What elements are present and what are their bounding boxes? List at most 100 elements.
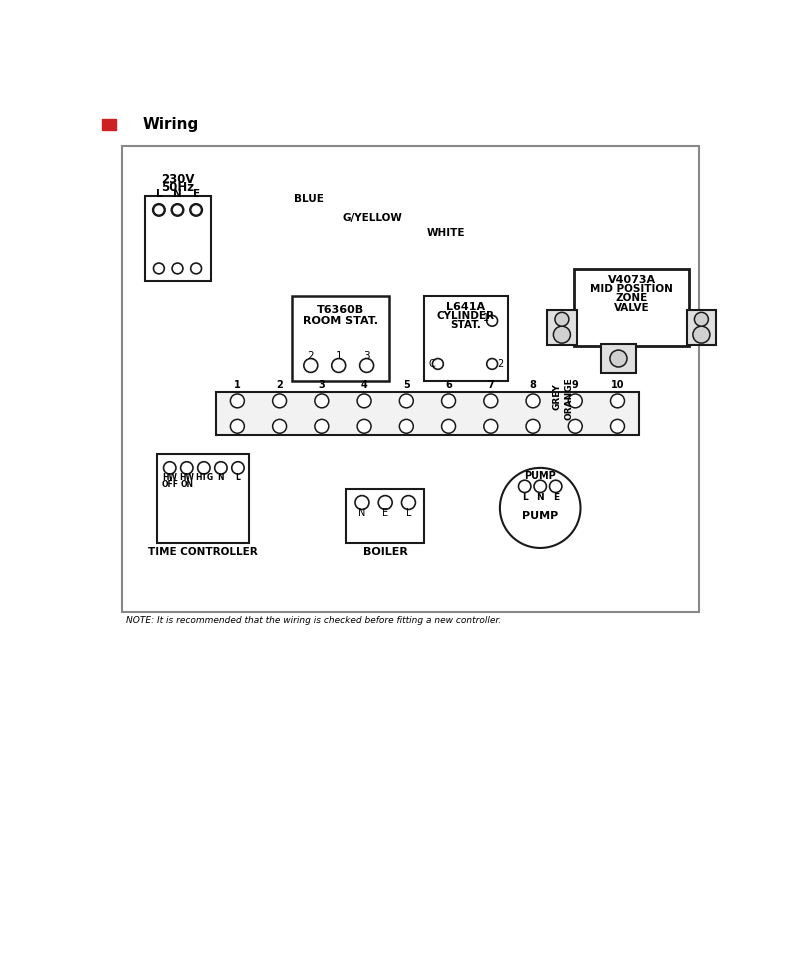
Text: BLUE: BLUE	[294, 195, 324, 204]
Text: CYLINDER: CYLINDER	[437, 311, 494, 321]
Circle shape	[172, 263, 183, 273]
Text: OFF: OFF	[162, 481, 178, 489]
Bar	[686, 310, 716, 344]
Text: 3: 3	[318, 380, 326, 390]
Circle shape	[190, 204, 202, 215]
Text: ON: ON	[180, 481, 194, 489]
Text: VALVE: VALVE	[614, 303, 650, 312]
Text: 6: 6	[445, 380, 452, 390]
Circle shape	[610, 350, 627, 367]
Text: TIME CONTROLLER: TIME CONTROLLER	[148, 547, 258, 557]
Text: 2: 2	[497, 359, 503, 369]
Circle shape	[154, 204, 164, 215]
Circle shape	[154, 263, 164, 273]
Text: ZONE: ZONE	[615, 294, 648, 304]
Circle shape	[568, 394, 582, 408]
Text: BOILER: BOILER	[362, 547, 408, 557]
Text: N: N	[218, 474, 224, 483]
Text: 9: 9	[572, 380, 578, 390]
Text: N: N	[536, 492, 544, 502]
Text: L641A: L641A	[446, 302, 486, 312]
Text: 7: 7	[487, 380, 494, 390]
Circle shape	[399, 419, 414, 433]
Circle shape	[554, 326, 570, 343]
Text: 5: 5	[403, 380, 410, 390]
Text: 8: 8	[530, 380, 537, 390]
Circle shape	[190, 203, 202, 216]
Text: C: C	[428, 359, 435, 369]
Circle shape	[273, 394, 286, 408]
Circle shape	[694, 312, 708, 326]
Bar	[525, 495, 556, 518]
Circle shape	[610, 419, 625, 433]
Text: PUMP: PUMP	[524, 471, 556, 481]
Circle shape	[190, 263, 202, 273]
Text: 50Hz: 50Hz	[162, 181, 194, 194]
Bar	[158, 454, 249, 543]
Text: N: N	[358, 508, 366, 519]
Circle shape	[232, 462, 244, 474]
Circle shape	[198, 462, 210, 474]
Text: 2: 2	[276, 380, 283, 390]
Text: WHITE: WHITE	[427, 228, 466, 238]
Text: 10: 10	[610, 380, 624, 390]
Circle shape	[486, 315, 498, 326]
Text: HW: HW	[179, 474, 194, 483]
Circle shape	[484, 394, 498, 408]
Circle shape	[315, 419, 329, 433]
Circle shape	[230, 419, 244, 433]
Circle shape	[402, 495, 415, 510]
Circle shape	[693, 326, 710, 343]
Circle shape	[214, 462, 227, 474]
Circle shape	[442, 419, 455, 433]
Circle shape	[357, 394, 371, 408]
Text: 3: 3	[363, 351, 370, 361]
Text: V4073A: V4073A	[607, 275, 656, 285]
Bar	[102, 119, 116, 129]
Circle shape	[315, 394, 329, 408]
Circle shape	[518, 481, 531, 492]
Text: L: L	[235, 474, 240, 483]
Text: HW: HW	[162, 474, 177, 483]
Circle shape	[610, 394, 625, 408]
Text: PUMP: PUMP	[522, 511, 558, 521]
Bar	[122, 146, 699, 612]
Circle shape	[568, 419, 582, 433]
Text: 1: 1	[335, 351, 342, 361]
Bar	[424, 296, 508, 380]
Text: ROOM STAT.: ROOM STAT.	[303, 316, 378, 326]
Circle shape	[526, 419, 540, 433]
Circle shape	[550, 481, 562, 492]
Text: E: E	[382, 508, 388, 519]
Bar	[547, 310, 577, 344]
Circle shape	[304, 358, 318, 373]
Circle shape	[433, 358, 443, 370]
Circle shape	[534, 481, 546, 492]
Text: NOTE: It is recommended that the wiring is checked before fitting a new controll: NOTE: It is recommended that the wiring …	[126, 616, 502, 625]
Text: MID POSITION: MID POSITION	[590, 284, 673, 294]
Circle shape	[526, 394, 540, 408]
Circle shape	[153, 203, 165, 216]
Circle shape	[378, 495, 392, 510]
Text: Wiring: Wiring	[142, 117, 199, 132]
Text: T6360B: T6360B	[317, 305, 364, 315]
Text: G/YELLOW: G/YELLOW	[342, 213, 402, 223]
Circle shape	[273, 419, 286, 433]
Text: 2: 2	[307, 351, 314, 361]
Circle shape	[332, 358, 346, 373]
Circle shape	[357, 419, 371, 433]
Circle shape	[172, 204, 183, 215]
Circle shape	[163, 462, 176, 474]
Bar	[216, 392, 638, 435]
Text: L: L	[155, 189, 162, 198]
Text: 230V: 230V	[161, 172, 194, 186]
Circle shape	[399, 394, 414, 408]
Text: STAT.: STAT.	[450, 320, 482, 331]
Circle shape	[500, 468, 581, 548]
Text: L: L	[522, 492, 527, 502]
Circle shape	[355, 495, 369, 510]
Bar	[602, 343, 636, 374]
Circle shape	[230, 394, 244, 408]
Text: N: N	[173, 189, 182, 198]
Circle shape	[442, 394, 455, 408]
